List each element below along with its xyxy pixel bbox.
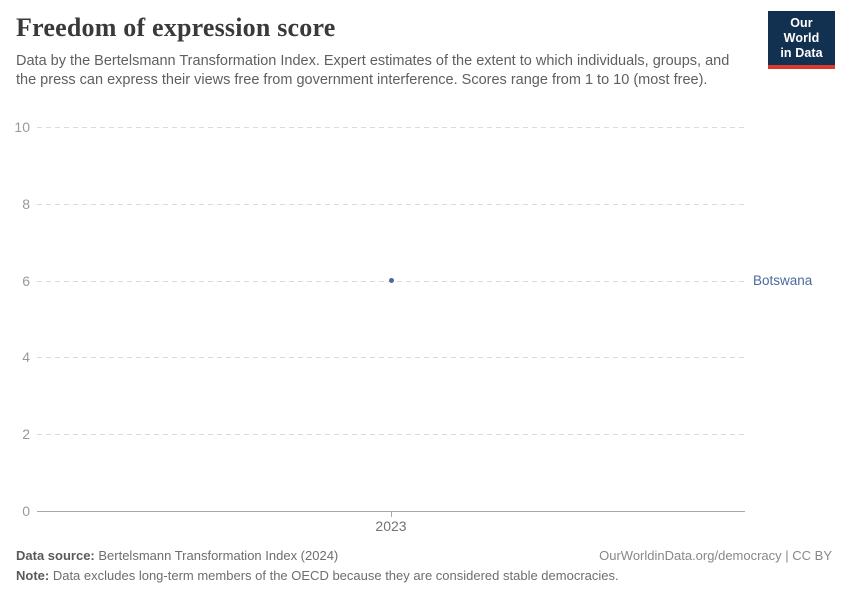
owid-logo[interactable]: Our World in Data [768,11,835,69]
data-source-line: Data source: Bertelsmann Transformation … [16,548,338,563]
x-axis-tick-mark [391,512,392,517]
y-axis-tick-label: 10 [14,119,30,135]
data-source-text[interactable]: Bertelsmann Transformation Index (2024) [94,548,339,563]
note-text: Data excludes long-term members of the O… [49,568,619,583]
owid-logo-text: Our World in Data [768,11,835,65]
chart-title: Freedom of expression score [16,13,336,42]
y-axis-tick-label: 4 [22,349,30,366]
gridline [37,127,745,128]
y-axis-tick-label: 8 [22,195,30,212]
note-line: Note: Data excludes long-term members of… [16,568,619,583]
entity-label[interactable]: Botswana [753,272,813,288]
y-axis-tick-label: 2 [22,426,30,443]
gridline [37,357,745,359]
chart-subtitle: Data by the Bertelsmann Transformation I… [16,53,730,88]
x-axis-tick-label: 2023 [375,518,407,534]
attribution-link[interactable]: OurWorldinData.org/democracy | CC BY [599,548,832,563]
owid-logo-line1: Our World [783,16,820,45]
x-axis-line [37,511,745,512]
y-axis-tick-label: 6 [22,272,30,289]
note-label: Note: [16,568,50,583]
gridline [37,203,745,205]
data-source-label: Data source: [16,548,95,563]
gridline [37,434,745,436]
data-point[interactable] [388,278,394,284]
owid-logo-line2: in Data [780,46,823,60]
owid-logo-red-bar [768,65,835,69]
y-axis-tick-label: 0 [22,503,30,519]
